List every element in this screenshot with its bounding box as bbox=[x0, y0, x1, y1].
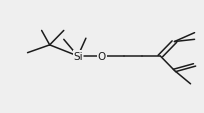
Text: O: O bbox=[98, 52, 106, 61]
Text: Si: Si bbox=[73, 52, 83, 61]
